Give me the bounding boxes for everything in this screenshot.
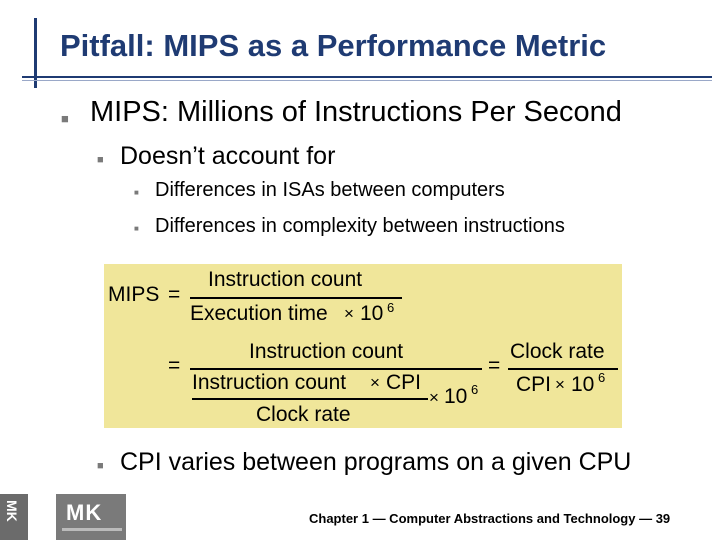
formula-times-4: × — [555, 375, 565, 394]
formula-equals-3: = — [488, 354, 501, 377]
formula-times-1: × — [344, 304, 354, 323]
bullet-complexity-differences: Differences in complexity between instru… — [155, 215, 565, 237]
square-bullet-icon: ■ — [134, 188, 139, 197]
sidebar-strip — [0, 494, 28, 540]
square-bullet-icon: ■ — [61, 111, 69, 126]
sidebar-mk-logo: MK — [4, 500, 20, 522]
fraction-bar-2 — [190, 368, 482, 370]
formula-exp-1: 6 — [387, 300, 395, 315]
mips-formula: MIPS = Instruction count Execution time … — [104, 264, 622, 428]
formula-clock-rate-3: Clock rate — [510, 340, 605, 363]
bullet-cpi-varies: CPI varies between programs on a given C… — [120, 448, 632, 476]
slide-footer: Chapter 1 — Computer Abstractions and Te… — [309, 511, 671, 526]
formula-exp-2: 6 — [471, 382, 479, 397]
title-horizontal-rule — [22, 76, 712, 78]
square-bullet-icon: ■ — [97, 460, 104, 472]
fraction-bar-1 — [190, 297, 402, 299]
title-vertical-rule — [34, 18, 37, 88]
square-bullet-icon: ■ — [97, 154, 104, 166]
formula-equals-1: = — [168, 283, 181, 306]
formula-times-2: × — [370, 373, 380, 392]
publisher-logo — [56, 494, 126, 540]
bullet-doesnt-account: Doesn’t account for — [120, 142, 336, 170]
formula-inner-clock-rate: Clock rate — [256, 403, 351, 426]
fraction-bar-inner — [192, 398, 428, 400]
formula-inner-cpi: CPI — [386, 371, 422, 394]
bullet-isa-differences: Differences in ISAs between computers — [155, 179, 505, 201]
formula-cpi-3: CPI — [516, 373, 552, 396]
publisher-logo-underline — [62, 528, 122, 531]
bullet-mips-definition: MIPS: Millions of Instructions Per Secon… — [90, 96, 622, 128]
slide-title: Pitfall: MIPS as a Performance Metric — [60, 28, 607, 63]
formula-ten-2: 10 — [444, 385, 468, 408]
formula-numerator-2: Instruction count — [249, 340, 404, 363]
fraction-bar-3 — [508, 368, 618, 370]
publisher-logo-text: MK — [66, 500, 103, 525]
formula-mips-label: MIPS — [108, 283, 160, 306]
formula-ten-3: 10 — [571, 373, 595, 396]
formula-inner-instruction-count: Instruction count — [192, 371, 347, 394]
formula-numerator-1: Instruction count — [208, 268, 363, 291]
formula-times-3: × — [429, 388, 439, 407]
formula-equals-2: = — [168, 354, 181, 377]
formula-exp-3: 6 — [598, 370, 606, 385]
formula-ten-1: 10 — [360, 302, 384, 325]
formula-execution-time: Execution time — [190, 302, 328, 325]
square-bullet-icon: ■ — [134, 224, 139, 233]
title-horizontal-rule-thin — [22, 80, 712, 81]
